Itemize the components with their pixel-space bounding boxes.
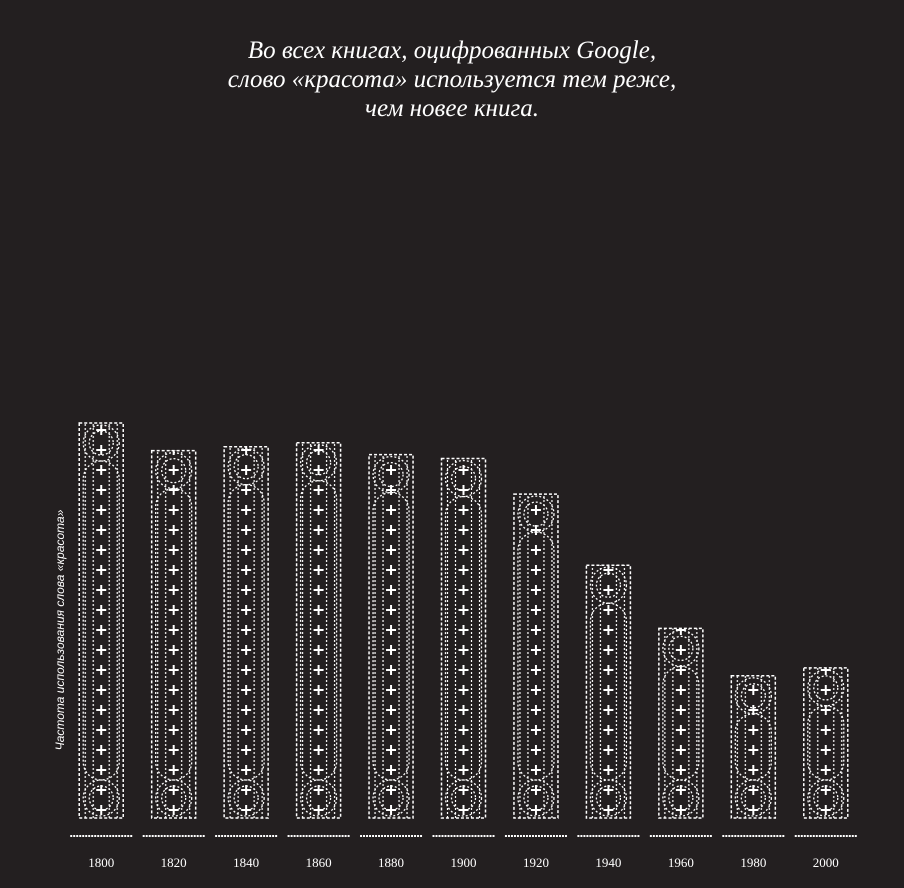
ornament [227,484,265,781]
bar [78,422,124,819]
ornament [155,779,193,817]
x-tick-label: 1940 [595,855,621,870]
x-tick-label: 1980 [740,855,766,870]
ornament [88,785,114,811]
bar [803,667,849,819]
bar [585,564,632,819]
ornament [299,480,338,781]
x-tick-label: 1960 [668,855,694,870]
x-tick-label: 1880 [378,855,404,870]
ornament [734,713,772,781]
ornament [668,785,694,811]
bar [150,449,197,819]
ornament [450,465,477,492]
x-tick-label: 1900 [451,855,477,870]
ornament [450,785,477,811]
ornament [662,665,700,781]
bar [295,442,342,819]
ornament [589,602,628,781]
ornament [227,779,265,817]
ornament [161,457,187,484]
bar [513,493,559,819]
ornament [155,487,193,781]
chart-title: Во всех книгах, оцифрованных Google, сло… [227,37,677,122]
ornament [299,779,338,817]
ornament [734,779,772,817]
x-tick-label: 1920 [523,855,549,870]
ornament [740,785,766,811]
ornament [668,635,694,662]
ornament [444,495,483,781]
ornament [595,785,622,811]
ornament [807,779,845,817]
ornament [82,460,120,781]
ornament [740,683,766,709]
ornament [88,430,114,456]
ornament [807,705,845,781]
ornament [523,785,549,811]
ornament [372,779,410,817]
bar [223,445,269,819]
ornament [813,675,839,701]
y-axis-label: Частота использования слова «красота» [53,509,67,750]
x-tick-label: 2000 [813,855,839,870]
ornament [233,785,259,811]
x-tick-label: 1820 [161,855,187,870]
ornament [378,461,404,488]
bar [440,457,487,819]
ornament [372,491,410,781]
ornament [517,531,555,781]
x-tick-label: 1860 [306,855,332,870]
ornament [813,785,839,811]
x-tick-label: 1800 [88,855,114,870]
ornament [305,785,332,811]
ornament [161,785,187,811]
ornament [444,779,483,817]
ornament [305,450,332,476]
bar [730,675,777,819]
bar [368,453,414,819]
ornament [378,785,404,811]
ornament [82,779,120,817]
x-tick-label: 1840 [233,855,259,870]
ornament [233,454,259,480]
ornament [595,572,622,598]
ornament [523,501,549,527]
